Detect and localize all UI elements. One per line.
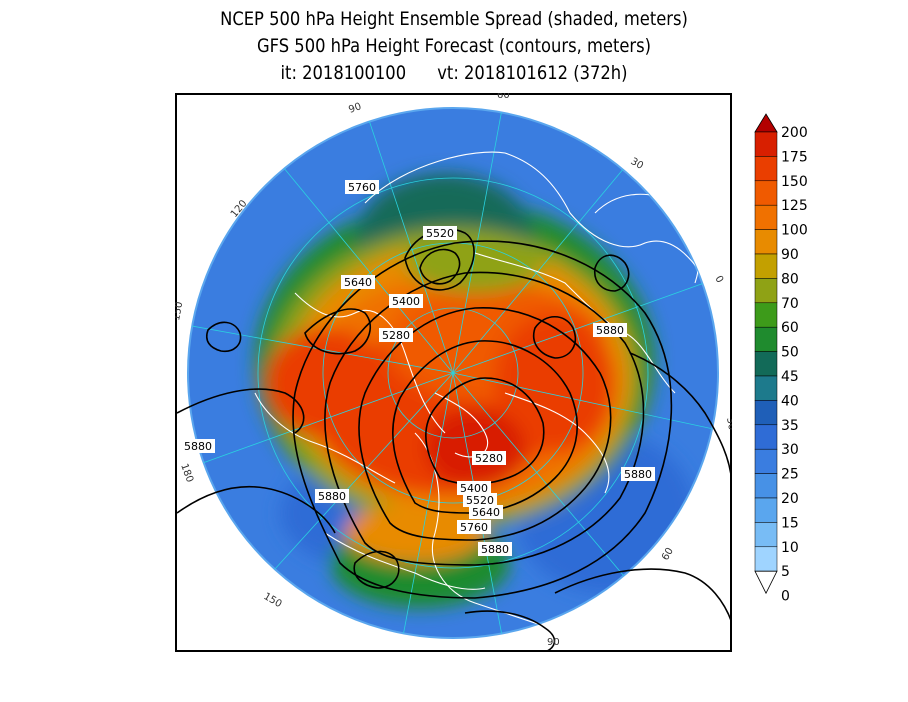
colorbar-swatch bbox=[754, 326, 778, 352]
colorbar-level-label: 80 bbox=[781, 271, 799, 287]
colorbar-labels: 2001751501251009080706050454035302520151… bbox=[781, 125, 808, 605]
gridline-label: 90 bbox=[347, 101, 363, 116]
contour-label-text: 5280 bbox=[382, 329, 410, 342]
contour-label: 5640 bbox=[341, 275, 375, 289]
contour-label: 5280 bbox=[472, 451, 506, 465]
gridline-label: 150 bbox=[175, 301, 185, 322]
contour-label: 5880 bbox=[315, 489, 349, 503]
contour-label-text: 5880 bbox=[318, 490, 346, 503]
colorbar-level-label: 175 bbox=[781, 149, 808, 165]
gridline-label: 150 bbox=[262, 591, 284, 610]
colorbar-swatch bbox=[754, 400, 778, 426]
contour-label-text: 5520 bbox=[466, 494, 494, 507]
colorbar-level-label: 60 bbox=[781, 320, 799, 336]
title-block: NCEP 500 hPa Height Ensemble Spread (sha… bbox=[0, 6, 908, 87]
colorbar-level-label: 200 bbox=[781, 125, 808, 141]
contour-labels: 5520 5760 5640 5400 5280 5880 5880 5880 … bbox=[181, 180, 655, 556]
contour-label: 5760 bbox=[457, 520, 491, 534]
colorbar-swatch bbox=[754, 229, 778, 255]
contour-label: 5760 bbox=[345, 180, 379, 194]
contour-label: 5520 bbox=[463, 493, 497, 507]
contour-label-text: 5640 bbox=[472, 506, 500, 519]
colorbar: 2001751501251009080706050454035302520151… bbox=[754, 113, 808, 605]
contour-label: 5880 bbox=[593, 323, 627, 337]
gridline-label: 30 bbox=[724, 417, 732, 431]
gridline-label: 180 bbox=[178, 462, 195, 484]
contour-label-text: 5880 bbox=[596, 324, 624, 337]
colorbar-level-label: 20 bbox=[781, 491, 799, 507]
colorbar-level-label: 90 bbox=[781, 247, 799, 263]
contour-label: 5400 bbox=[389, 294, 423, 308]
colorbar-level-label: 70 bbox=[781, 296, 799, 312]
contour-label-text: 5880 bbox=[481, 543, 509, 556]
colorbar-swatch bbox=[754, 278, 778, 304]
contour-label: 5400 bbox=[457, 481, 491, 495]
colorbar-swatch bbox=[754, 375, 778, 401]
colorbar-swatch bbox=[754, 156, 778, 182]
colorbar-swatch bbox=[754, 546, 778, 572]
colorbar-level-label: 25 bbox=[781, 467, 799, 483]
colorbar-level-label: 45 bbox=[781, 369, 799, 385]
contour-label-text: 5640 bbox=[344, 276, 372, 289]
contour-label: 5880 bbox=[181, 439, 215, 453]
gridline-label: 60 bbox=[497, 93, 510, 101]
colorbar-level-label: 125 bbox=[781, 198, 808, 214]
contour-label-text: 5520 bbox=[426, 227, 454, 240]
contour-label: 5280 bbox=[379, 328, 413, 342]
contour-label: 5520 bbox=[423, 226, 457, 240]
colorbar-boxes bbox=[754, 113, 778, 595]
gridline-label: 60 bbox=[660, 546, 676, 563]
contour-label-text: 5760 bbox=[348, 181, 376, 194]
contour-label-text: 5280 bbox=[475, 452, 503, 465]
title-line-2: GFS 500 hPa Height Forecast (contours, m… bbox=[256, 35, 652, 57]
colorbar-level-label: 35 bbox=[781, 418, 799, 434]
colorbar-swatch bbox=[754, 131, 778, 157]
colorbar-level-label: 15 bbox=[781, 515, 799, 531]
contour-label: 5640 bbox=[469, 505, 503, 519]
gridline-label: 0 bbox=[712, 274, 725, 285]
colorbar-level-label: 150 bbox=[781, 174, 808, 190]
colorbar-swatch bbox=[754, 497, 778, 523]
polar-map: 5520 5760 5640 5400 5280 5880 5880 5880 … bbox=[175, 93, 732, 652]
lat-lon-gridlines bbox=[188, 108, 718, 638]
colorbar-swatch bbox=[754, 302, 778, 328]
contour-label-text: 5760 bbox=[460, 521, 488, 534]
colorbar-level-label: 5 bbox=[781, 564, 790, 580]
colorbar-min-arrow bbox=[754, 570, 778, 595]
gridline-label: 30 bbox=[629, 156, 646, 172]
colorbar-swatch bbox=[754, 448, 778, 474]
colorbar-max-arrow bbox=[754, 113, 778, 133]
colorbar-swatch bbox=[754, 522, 778, 548]
colorbar-level-label: 0 bbox=[781, 589, 790, 605]
title-line-3: it: 2018100100 vt: 2018101612 (372h) bbox=[280, 62, 628, 84]
colorbar-level-label: 40 bbox=[781, 393, 799, 409]
contour-label-text: 5400 bbox=[460, 482, 488, 495]
gridline-label: 90 bbox=[547, 637, 560, 648]
contour-label: 5880 bbox=[478, 542, 512, 556]
colorbar-swatch bbox=[754, 180, 778, 206]
contour-label-text: 5400 bbox=[392, 295, 420, 308]
colorbar-level-label: 50 bbox=[781, 345, 799, 361]
colorbar-swatch bbox=[754, 473, 778, 499]
colorbar-swatch bbox=[754, 204, 778, 230]
contour-label-text: 5880 bbox=[184, 440, 212, 453]
colorbar-level-label: 100 bbox=[781, 223, 808, 239]
colorbar-swatch bbox=[754, 253, 778, 279]
contour-label: 5880 bbox=[621, 467, 655, 481]
title-line-1: NCEP 500 hPa Height Ensemble Spread (sha… bbox=[220, 8, 688, 30]
colorbar-level-label: 30 bbox=[781, 442, 799, 458]
colorbar-swatch bbox=[754, 351, 778, 377]
colorbar-level-label: 10 bbox=[781, 540, 799, 556]
colorbar-swatch bbox=[754, 424, 778, 450]
contour-label-text: 5880 bbox=[624, 468, 652, 481]
